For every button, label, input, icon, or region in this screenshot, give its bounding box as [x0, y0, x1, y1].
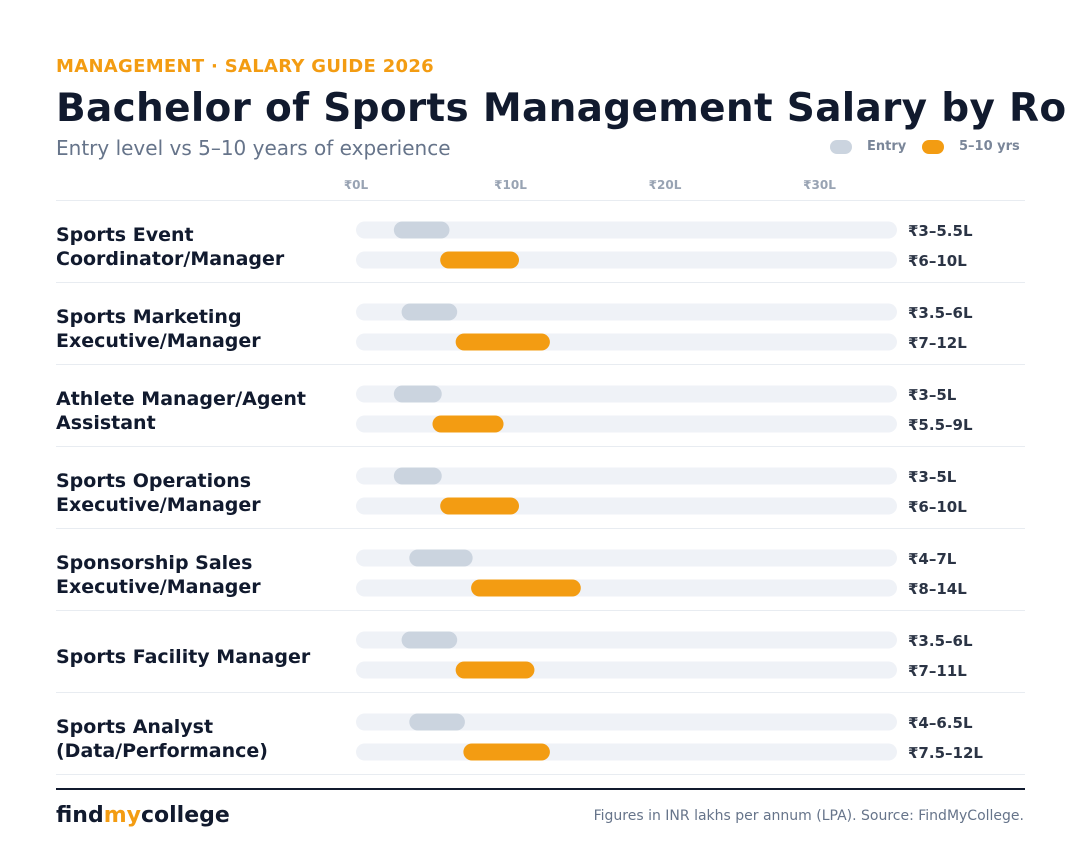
bar-track-entry: [356, 631, 897, 649]
brand-logo: findmycollege: [56, 803, 230, 828]
x-tick-label: ₹30L: [803, 178, 836, 192]
role-label: Sports Facility Manager: [56, 646, 311, 668]
x-tick-label: ₹20L: [649, 178, 682, 192]
value-label-entry: ₹3–5L: [908, 468, 957, 486]
value-label-entry: ₹3.5–6L: [908, 632, 973, 650]
x-tick-label: ₹0L: [344, 178, 369, 192]
legend-swatch-entry: [830, 140, 852, 154]
range-bar-entry: [393, 221, 450, 239]
brand-text-my: my: [103, 803, 141, 828]
role-label: Sports Marketing: [56, 306, 242, 328]
bar-track-entry: [356, 385, 897, 403]
bar-track-experienced: [356, 251, 897, 269]
bar-track-experienced: [356, 497, 897, 515]
range-bar-entry: [393, 467, 442, 485]
role-label: Sports Analyst: [56, 716, 213, 738]
role-label: (Data/Performance): [56, 740, 268, 762]
salary-range-chart: ₹0L ₹10L ₹20L ₹30L Sports EventCoordinator/M…: [56, 178, 1025, 775]
bar-track-experienced: [356, 743, 897, 761]
value-label-entry: ₹4–6.5L: [908, 714, 973, 732]
brand-text-college: college: [140, 803, 230, 828]
page-subtitle: Entry level vs 5–10 years of experience: [56, 136, 451, 160]
role-label: Sponsorship Sales: [56, 552, 252, 574]
range-bar-entry: [401, 303, 458, 321]
x-tick-label: ₹10L: [494, 178, 527, 192]
range-bar-entry: [409, 549, 473, 567]
bar-track-entry: [356, 221, 897, 239]
range-bar-entry: [409, 713, 465, 731]
page-title: Bachelor of Sports Management Salary by …: [56, 86, 1067, 131]
range-bar-entry: [393, 385, 442, 403]
value-label-entry: ₹3–5.5L: [908, 222, 973, 240]
legend-label-entry: Entry: [867, 139, 907, 154]
bar-track-experienced: [356, 579, 897, 597]
value-label-experienced: ₹5.5–9L: [908, 416, 973, 434]
value-label-experienced: ₹7–12L: [908, 334, 967, 352]
range-bar-experienced: [463, 743, 550, 761]
range-bar-experienced: [455, 333, 550, 351]
bar-track-entry: [356, 303, 897, 321]
role-label: Executive/Manager: [56, 576, 261, 598]
range-bar-experienced: [440, 251, 519, 269]
value-label-experienced: ₹6–10L: [908, 498, 967, 516]
value-label-entry: ₹3–5L: [908, 386, 957, 404]
value-label-experienced: ₹6–10L: [908, 252, 967, 270]
role-label: Sports Operations: [56, 470, 251, 492]
eyebrow-label: MANAGEMENT · SALARY GUIDE 2026: [56, 56, 434, 77]
range-bar-entry: [401, 631, 458, 649]
legend-swatch-experienced: [922, 140, 944, 154]
role-label: Coordinator/Manager: [56, 248, 285, 270]
bar-track-entry: [356, 467, 897, 485]
role-label: Executive/Manager: [56, 330, 261, 352]
role-label: Assistant: [56, 412, 156, 434]
range-bar-experienced: [432, 415, 504, 433]
bar-track-entry: [356, 549, 897, 567]
value-label-entry: ₹4–7L: [908, 550, 957, 568]
role-label: Athlete Manager/Agent: [56, 388, 306, 410]
bar-track-experienced: [356, 661, 897, 679]
value-label-experienced: ₹7.5–12L: [908, 744, 983, 762]
role-label: Sports Event: [56, 224, 194, 246]
legend-label-experienced: 5–10 yrs: [959, 139, 1020, 154]
chart-legend: Entry 5–10 yrs: [830, 139, 1030, 155]
value-label-experienced: ₹8–14L: [908, 580, 967, 598]
value-label-experienced: ₹7–11L: [908, 662, 967, 680]
footer-divider: [56, 788, 1025, 790]
role-label: Executive/Manager: [56, 494, 261, 516]
value-label-entry: ₹3.5–6L: [908, 304, 973, 322]
bar-track-experienced: [356, 333, 897, 351]
range-bar-experienced: [471, 579, 581, 597]
range-bar-experienced: [455, 661, 535, 679]
brand-text-find: find: [56, 803, 104, 828]
bar-track-entry: [356, 713, 897, 731]
source-note: Figures in INR lakhs per annum (LPA). So…: [593, 808, 1024, 824]
range-bar-experienced: [440, 497, 519, 515]
